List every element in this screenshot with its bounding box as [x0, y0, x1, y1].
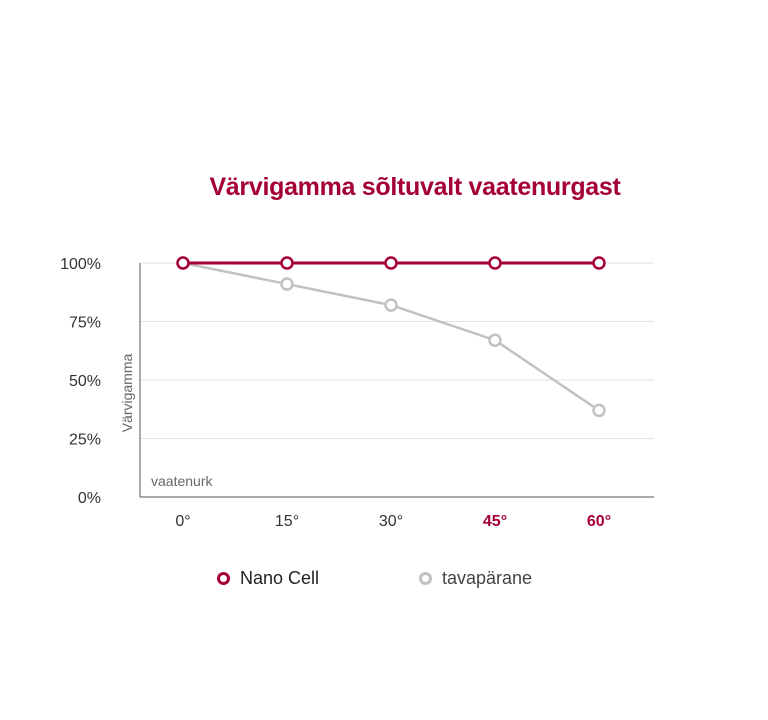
legend-marker-conventional	[419, 571, 432, 585]
x-tick-label: 30°	[379, 513, 403, 530]
data-point-conventional	[488, 333, 502, 347]
data-point-nano-cell	[280, 256, 294, 270]
y-tick-label: 100%	[60, 256, 101, 273]
chart-title: Värvigamma sõltuvalt vaatenurgast	[209, 173, 621, 201]
x-tick-label: 60°	[587, 513, 611, 530]
y-axis-label: Värvigamma	[119, 354, 135, 433]
data-point-conventional	[592, 403, 606, 418]
data-point-nano-cell	[176, 256, 190, 270]
y-tick-label: 0%	[78, 490, 101, 507]
x-tick-label: 0°	[175, 513, 190, 530]
y-tick-label: 50%	[69, 373, 101, 390]
data-point-nano-cell	[384, 256, 398, 270]
data-point-nano-cell	[592, 256, 606, 270]
legend-item-nano-cell: Nano Cell	[217, 566, 319, 590]
data-point-conventional	[384, 298, 398, 312]
x-axis-label: vaatenurk	[151, 473, 213, 489]
series-line-conventional	[182, 261, 600, 412]
data-point-conventional	[280, 277, 294, 291]
legend-item-conventional: tavapärane	[419, 566, 532, 590]
y-tick-label: 25%	[69, 432, 101, 449]
legend-label-conventional: tavapärane	[442, 567, 533, 588]
y-tick-label: 75%	[69, 315, 101, 332]
x-tick-label: 15°	[275, 513, 299, 530]
data-point-nano-cell	[488, 256, 502, 270]
x-tick-label: 45°	[483, 513, 507, 530]
legend-label-nano-cell: Nano Cell	[240, 567, 320, 588]
legend-marker-nano-cell	[217, 571, 230, 585]
